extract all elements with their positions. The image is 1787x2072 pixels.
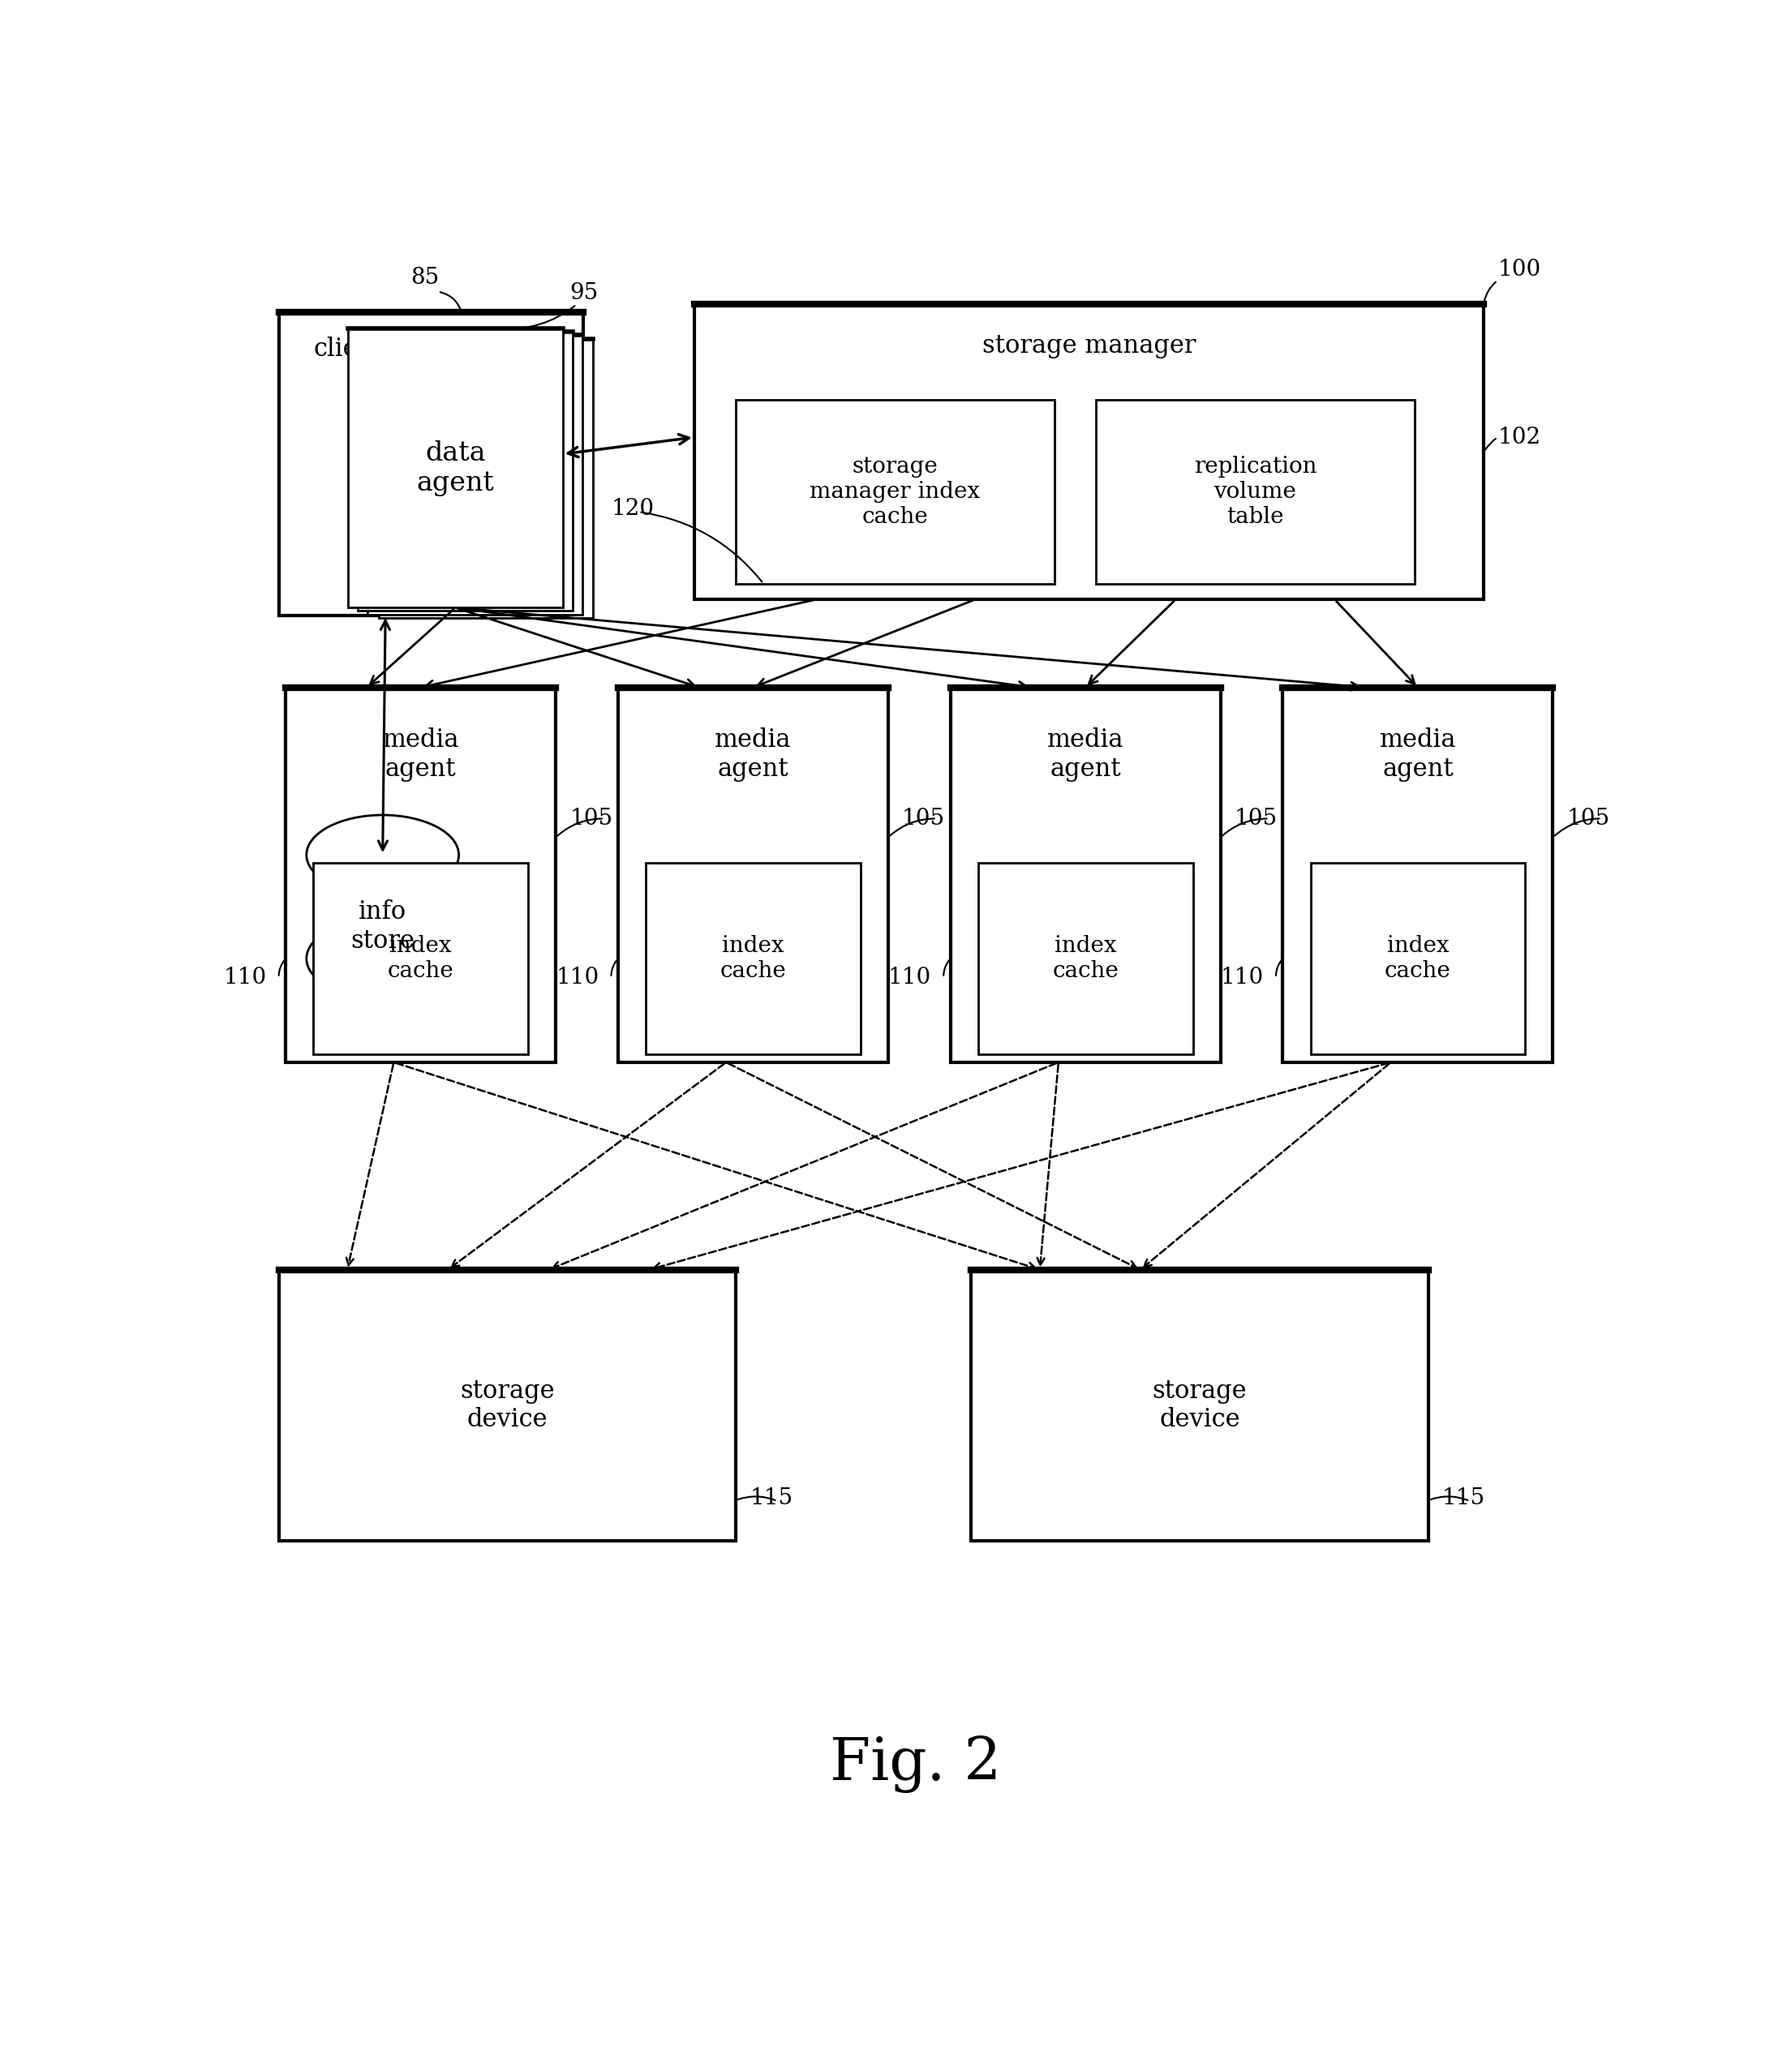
Text: 105: 105	[570, 808, 613, 829]
Text: 95: 95	[570, 282, 599, 305]
Bar	[1283, 688, 1553, 1063]
Text: media
agent: media agent	[1380, 727, 1456, 781]
Text: info
store: info store	[350, 899, 415, 953]
Bar	[1310, 862, 1526, 1055]
Text: index
cache: index cache	[720, 934, 786, 982]
Text: 105: 105	[902, 808, 945, 829]
Bar	[951, 688, 1221, 1063]
Text: 90: 90	[474, 901, 502, 924]
Bar	[357, 332, 572, 611]
Bar	[307, 856, 459, 959]
Bar	[695, 305, 1483, 599]
Text: media
agent: media agent	[1047, 727, 1124, 781]
Text: data
agent: data agent	[416, 439, 495, 495]
Text: index
cache: index cache	[1385, 934, 1451, 982]
Bar	[972, 1270, 1428, 1542]
Text: storage
device: storage device	[1153, 1378, 1247, 1432]
Ellipse shape	[307, 814, 459, 895]
Bar	[379, 340, 593, 617]
Text: client: client	[313, 336, 384, 361]
Text: index
cache: index cache	[388, 934, 454, 982]
Text: 110: 110	[888, 968, 931, 988]
Bar	[736, 400, 1054, 584]
Text: replication
volume
table: replication volume table	[1194, 456, 1317, 528]
Text: 110: 110	[556, 968, 599, 988]
Bar	[279, 1270, 736, 1542]
Text: storage
manager index
cache: storage manager index cache	[810, 456, 981, 528]
Text: 115: 115	[751, 1488, 793, 1508]
Bar	[279, 313, 584, 615]
Text: 110: 110	[1221, 968, 1263, 988]
Text: 105: 105	[1567, 808, 1610, 829]
Text: 120: 120	[611, 497, 654, 520]
Bar	[286, 688, 556, 1063]
Text: Fig. 2: Fig. 2	[831, 1736, 1001, 1792]
Text: 102: 102	[1498, 427, 1540, 448]
Text: 105: 105	[1235, 808, 1278, 829]
Ellipse shape	[307, 918, 459, 999]
Text: 115: 115	[1442, 1488, 1485, 1508]
Bar	[368, 336, 583, 613]
Text: media
agent: media agent	[715, 727, 792, 781]
Bar	[348, 327, 563, 607]
Text: storage manager: storage manager	[983, 334, 1196, 358]
Text: index
cache: index cache	[1053, 934, 1119, 982]
Text: 110: 110	[223, 968, 266, 988]
Bar	[313, 862, 529, 1055]
Text: 100: 100	[1498, 259, 1540, 280]
Bar	[618, 688, 888, 1063]
Bar	[977, 862, 1194, 1055]
Text: storage
device: storage device	[459, 1378, 554, 1432]
Bar	[645, 862, 860, 1055]
Text: media
agent: media agent	[382, 727, 459, 781]
Text: 85: 85	[411, 267, 440, 288]
Bar	[1095, 400, 1415, 584]
